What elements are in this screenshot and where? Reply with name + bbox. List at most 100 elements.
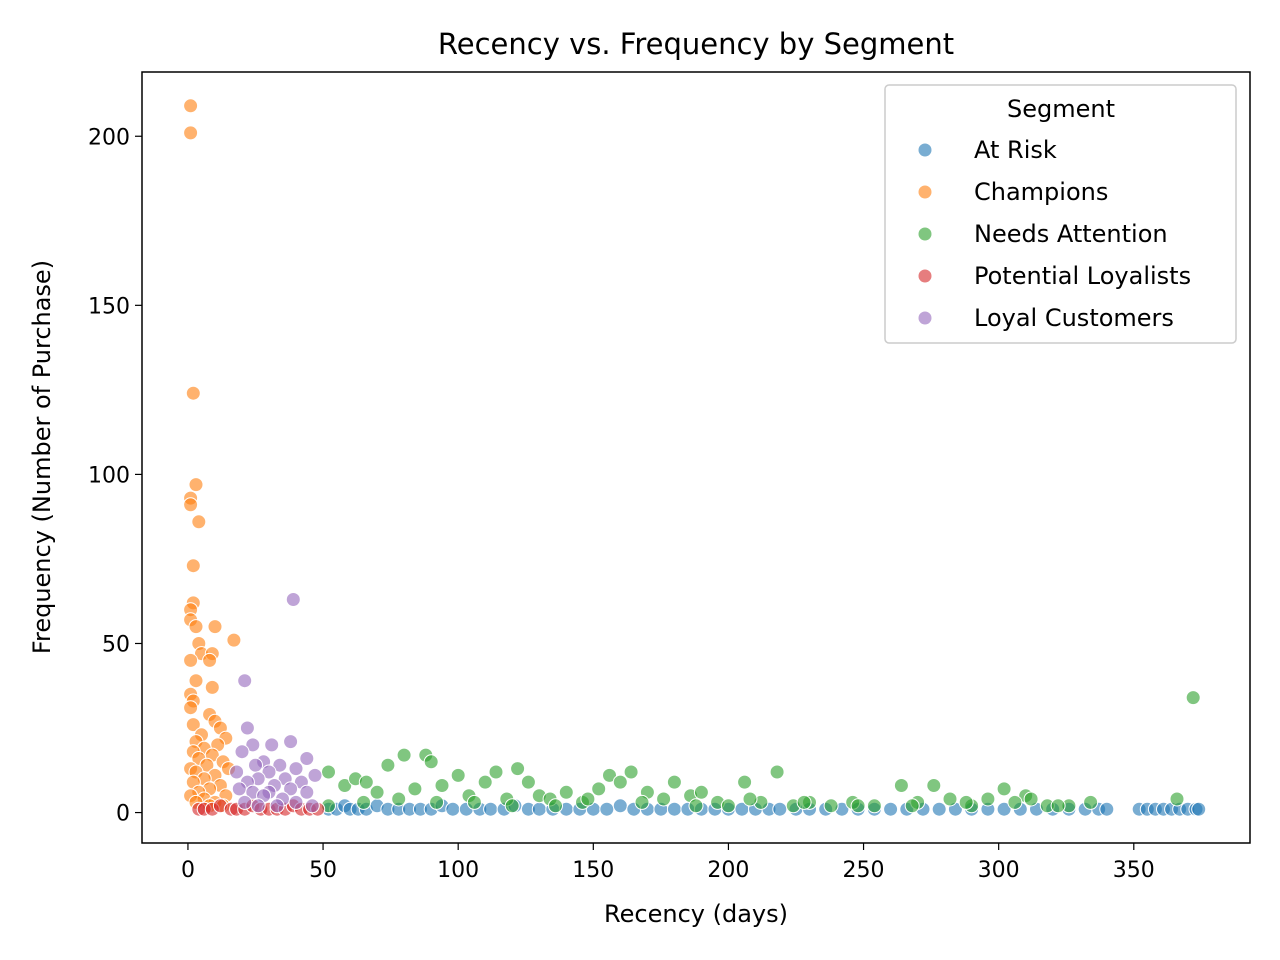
legend-label: Loyal Customers — [974, 304, 1174, 332]
data-point — [245, 737, 261, 753]
data-point — [183, 700, 199, 716]
data-point — [866, 798, 882, 814]
data-point — [850, 798, 866, 814]
data-point — [720, 798, 736, 814]
data-point — [904, 798, 920, 814]
legend-label: Potential Loyalists — [974, 262, 1191, 290]
data-point — [183, 652, 199, 668]
data-point — [612, 798, 628, 814]
data-point — [483, 801, 499, 817]
data-point — [926, 778, 942, 793]
data-point — [337, 778, 353, 793]
data-point — [272, 757, 288, 773]
data-point — [510, 761, 526, 777]
data-point — [599, 801, 615, 817]
data-point — [185, 717, 201, 733]
data-point — [602, 767, 617, 783]
y-axis-label: Frequency (Number of Purchase) — [28, 260, 56, 654]
series-champions — [183, 98, 242, 814]
x-axis-label: Recency (days) — [604, 900, 788, 928]
data-point — [488, 764, 504, 780]
data-point — [1023, 791, 1039, 807]
x-tick-label: 250 — [843, 858, 885, 883]
data-point — [1169, 791, 1185, 807]
data-point — [183, 497, 199, 513]
data-point — [591, 781, 607, 797]
y-tick-label: 200 — [88, 125, 130, 150]
data-point — [283, 734, 299, 750]
legend-label: Needs Attention — [974, 220, 1168, 248]
data-point — [434, 778, 450, 793]
data-point — [299, 751, 315, 766]
data-point — [796, 794, 812, 810]
data-point — [202, 652, 218, 668]
data-point — [226, 632, 242, 648]
data-point — [396, 747, 412, 763]
chart-title: Recency vs. Frequency by Segment — [438, 27, 954, 61]
legend-marker — [917, 184, 933, 200]
legend-items: At Risk Champions Needs Attention Potential… — [917, 136, 1191, 332]
data-point — [1083, 794, 1099, 810]
data-point — [1050, 798, 1066, 814]
data-point — [283, 781, 299, 797]
data-point — [531, 801, 547, 817]
x-axis: 0 50 100 150 200 250 300 350 — [181, 843, 1155, 883]
data-point — [548, 798, 563, 814]
data-point — [1007, 794, 1023, 810]
data-point — [980, 791, 996, 807]
data-point — [231, 781, 247, 797]
x-tick-label: 100 — [437, 858, 479, 883]
data-point — [285, 592, 301, 607]
data-point — [666, 774, 682, 790]
data-point — [237, 673, 253, 689]
data-point — [693, 784, 709, 800]
data-point — [893, 778, 909, 793]
data-point — [996, 801, 1012, 817]
data-point — [288, 761, 304, 777]
data-point — [883, 801, 899, 817]
data-point — [558, 784, 574, 800]
data-point — [191, 514, 207, 530]
legend-marker — [917, 268, 933, 284]
x-tick-label: 0 — [181, 858, 195, 883]
series-loyal-customers — [229, 592, 323, 814]
data-point — [504, 798, 520, 814]
x-tick-label: 200 — [707, 858, 749, 883]
data-point — [264, 737, 280, 753]
x-tick-label: 300 — [978, 858, 1020, 883]
data-point — [688, 798, 704, 814]
data-point — [772, 801, 788, 817]
legend-box — [884, 84, 1237, 344]
data-point — [477, 774, 493, 790]
data-point — [269, 798, 285, 814]
legend-marker — [917, 142, 933, 158]
data-point — [466, 794, 482, 810]
data-point — [634, 794, 650, 810]
legend-label: At Risk — [974, 136, 1057, 164]
plot-points — [183, 98, 1207, 817]
data-point — [369, 784, 385, 800]
data-point — [769, 764, 785, 780]
series-needs-attention — [321, 690, 1201, 814]
x-tick-label: 350 — [1113, 858, 1155, 883]
legend: Segment At Risk Champions Needs Attention P… — [884, 84, 1237, 344]
data-point — [188, 619, 204, 635]
data-point — [737, 774, 753, 790]
data-point — [183, 98, 199, 114]
data-point — [250, 798, 266, 814]
data-point — [423, 754, 439, 770]
data-point — [358, 774, 374, 790]
data-point — [380, 757, 396, 773]
data-point — [299, 784, 315, 800]
x-tick-label: 150 — [572, 858, 614, 883]
data-point — [304, 798, 320, 814]
data-point — [183, 125, 199, 141]
data-point — [307, 767, 323, 783]
data-point — [823, 798, 839, 814]
data-point — [450, 767, 466, 783]
y-axis: 0 50 100 150 200 — [88, 125, 142, 827]
data-point — [407, 781, 423, 797]
data-point — [234, 744, 250, 760]
data-point — [742, 791, 758, 807]
data-point — [520, 774, 536, 790]
